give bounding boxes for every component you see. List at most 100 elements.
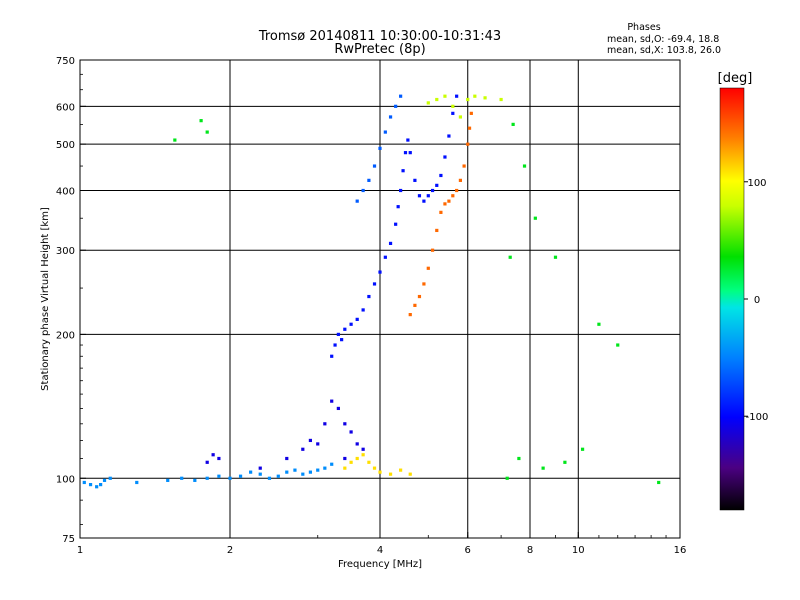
data-point bbox=[349, 322, 353, 326]
x-tick-label: 6 bbox=[465, 545, 471, 556]
data-point bbox=[308, 438, 313, 443]
data-point bbox=[135, 480, 139, 485]
data-point bbox=[522, 164, 527, 168]
colorbar-ticks: 100 0 -100 bbox=[744, 178, 768, 423]
data-point bbox=[308, 470, 313, 474]
data-point bbox=[451, 111, 455, 115]
data-point bbox=[533, 216, 537, 220]
data-point bbox=[469, 111, 473, 115]
x-tick-label: 2 bbox=[227, 545, 233, 556]
y-tick-label: 200 bbox=[56, 330, 75, 341]
colorbar-title: [deg] bbox=[718, 71, 753, 86]
chart-subtitle: RwPretec (8p) bbox=[334, 42, 425, 57]
data-point bbox=[408, 472, 412, 476]
data-point bbox=[388, 115, 393, 119]
data-point bbox=[467, 126, 472, 130]
data-point bbox=[108, 476, 112, 480]
data-point bbox=[267, 476, 272, 480]
data-point bbox=[361, 188, 365, 193]
data-point bbox=[301, 472, 305, 476]
data-point bbox=[483, 96, 487, 100]
data-point bbox=[426, 266, 430, 270]
data-point bbox=[367, 460, 371, 464]
data-point bbox=[99, 483, 103, 487]
x-axis-label: Frequency [MHz] bbox=[338, 559, 422, 570]
data-point bbox=[372, 282, 377, 286]
y-tick-label: 600 bbox=[56, 102, 75, 113]
data-point bbox=[330, 354, 334, 358]
data-point bbox=[343, 327, 347, 331]
data-point bbox=[435, 228, 439, 233]
data-point bbox=[166, 478, 170, 482]
data-point bbox=[193, 478, 197, 482]
data-point bbox=[372, 164, 377, 168]
data-point bbox=[238, 474, 243, 478]
data-point bbox=[458, 115, 463, 119]
data-point bbox=[330, 462, 334, 466]
data-point bbox=[217, 456, 221, 461]
data-point bbox=[301, 447, 305, 451]
data-point bbox=[430, 248, 435, 252]
x-tick-label: 4 bbox=[377, 545, 383, 556]
data-point bbox=[378, 146, 382, 150]
colorbar-tick-label: 0 bbox=[754, 295, 760, 306]
data-point bbox=[499, 97, 503, 102]
data-point bbox=[205, 476, 209, 480]
data-point bbox=[396, 205, 400, 209]
data-point bbox=[355, 199, 359, 203]
data-point bbox=[435, 97, 439, 102]
data-point bbox=[401, 169, 405, 173]
data-point bbox=[451, 194, 455, 198]
data-point bbox=[426, 101, 430, 105]
data-point bbox=[466, 97, 470, 102]
x-axis-ticks: 1 2 4 6 8 10 16 bbox=[77, 532, 687, 556]
phase-info-x: mean, sd,X: 103.8, 26.0 bbox=[607, 45, 721, 56]
data-point bbox=[276, 474, 280, 478]
data-point bbox=[508, 255, 512, 259]
data-point bbox=[473, 94, 477, 98]
data-point bbox=[466, 142, 470, 146]
data-point bbox=[597, 322, 601, 326]
data-point bbox=[378, 270, 382, 274]
data-point bbox=[361, 308, 365, 312]
data-point bbox=[388, 472, 393, 476]
data-point bbox=[323, 422, 327, 426]
y-tick-label: 100 bbox=[56, 474, 75, 485]
data-point bbox=[361, 447, 365, 451]
data-point bbox=[205, 130, 209, 134]
data-point bbox=[430, 188, 435, 193]
data-point bbox=[88, 483, 93, 487]
data-point bbox=[541, 466, 545, 470]
data-point bbox=[399, 188, 403, 193]
data-point bbox=[361, 453, 365, 457]
data-point bbox=[217, 474, 221, 478]
phase-info-o: mean, sd,O: -69.4, 18.8 bbox=[607, 34, 719, 45]
data-point bbox=[394, 104, 398, 108]
data-point bbox=[180, 476, 184, 480]
data-point bbox=[228, 476, 232, 480]
data-point bbox=[426, 194, 430, 198]
data-point bbox=[82, 480, 86, 485]
data-point bbox=[336, 406, 340, 411]
data-point bbox=[316, 442, 320, 446]
data-point bbox=[505, 476, 509, 480]
data-point bbox=[455, 94, 459, 98]
grid-lines bbox=[80, 60, 680, 538]
data-point bbox=[413, 303, 417, 307]
data-point bbox=[336, 332, 340, 336]
data-point bbox=[388, 241, 393, 246]
x-tick-label: 10 bbox=[572, 545, 585, 556]
data-point bbox=[657, 480, 661, 485]
data-point bbox=[413, 178, 417, 182]
x-tick-label: 16 bbox=[674, 545, 687, 556]
data-point bbox=[285, 456, 289, 461]
data-point bbox=[355, 317, 359, 321]
data-point bbox=[616, 343, 620, 347]
data-points bbox=[82, 94, 661, 489]
data-point bbox=[355, 456, 359, 461]
data-point bbox=[340, 338, 344, 342]
data-point bbox=[102, 478, 107, 482]
data-point bbox=[462, 164, 466, 168]
